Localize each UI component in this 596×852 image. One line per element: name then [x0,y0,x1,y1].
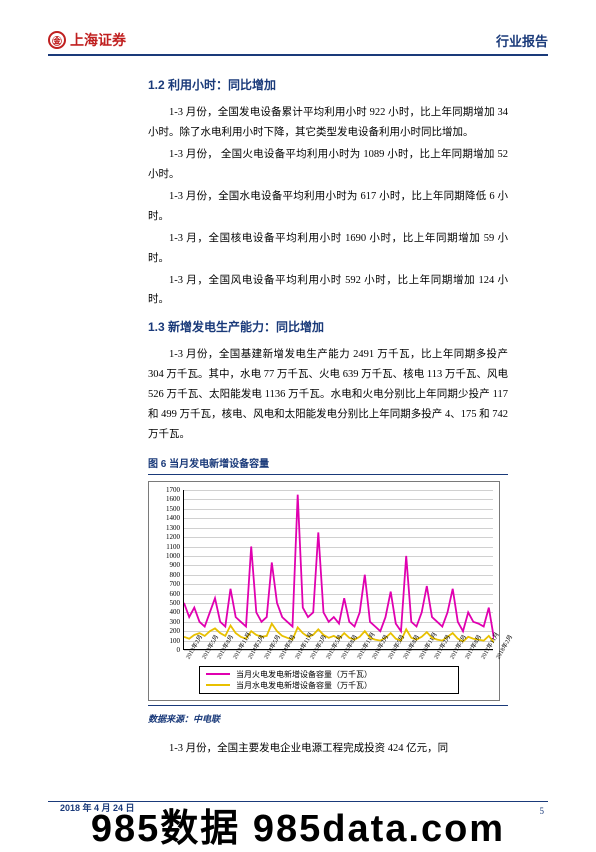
y-tick-label: 1000 [156,552,180,560]
chart-title: 图 6 当月发电新增设备容量 [148,455,508,470]
paragraph: 1-3 月份， 全国火电设备平均利用小时为 1089 小时，比上年同期增加 52… [148,145,508,185]
content-column: 1.2 利用小时：同比增加 1-3 月份，全国发电设备累计平均利用小时 922 … [148,76,508,759]
logo-text: 上海证券 [70,30,126,50]
chart-container: 0100 200300 400500600 700800 90010001100 1200… [148,481,500,701]
y-tick-label: 100 [156,637,180,645]
logo-icon: ㊎ [48,31,66,49]
paragraph: 1-3 月份，全国水电设备平均利用小时为 617 小时，比上年同期降低 6 小时… [148,187,508,227]
legend-label: 当月火电发电新增设备容量（万千瓦） [236,669,372,680]
paragraph: 1-3 月份，全国基建新增发电生产能力 2491 万千瓦，比上年同期多投产 30… [148,345,508,445]
y-tick-label: 200 [156,627,180,635]
y-tick-label: 700 [156,580,180,588]
chart-legend: 当月火电发电新增设备容量（万千瓦） 当月水电发电新增设备容量（万千瓦） [199,666,459,694]
y-tick-label: 1300 [156,524,180,532]
company-logo: ㊎ 上海证券 [48,30,126,50]
y-tick-label: 600 [156,590,180,598]
section-title-2: 1.3 新增发电生产能力：同比增加 [148,318,508,335]
y-tick-label: 1400 [156,514,180,522]
y-tick-label: 400 [156,608,180,616]
y-tick-label: 800 [156,571,180,579]
legend-label: 当月水电发电新增设备容量（万千瓦） [236,680,372,691]
chart-source: 数据来源：中电联 [148,712,508,725]
y-tick-label: 1500 [156,505,180,513]
y-tick-label: 900 [156,561,180,569]
watermark: 985数据 985data.com [0,797,596,852]
paragraph: 1-3 月，全国风电设备平均利用小时 592 小时，比上年同期增加 124 小时… [148,271,508,311]
paragraph: 1-3 月份，全国发电设备累计平均利用小时 922 小时，比上年同期增加 34 … [148,103,508,143]
legend-item: 当月火电发电新增设备容量（万千瓦） [206,669,452,680]
y-tick-label: 0 [156,646,180,654]
paragraph: 1-3 月，全国核电设备平均利用小时 1690 小时，比上年同期增加 59 小时… [148,229,508,269]
legend-swatch [206,684,230,686]
paragraph: 1-3 月份，全国主要发电企业电源工程完成投资 424 亿元，同 [148,739,508,759]
y-tick-label: 1600 [156,495,180,503]
y-tick-label: 500 [156,599,180,607]
y-tick-label: 1700 [156,486,180,494]
report-type: 行业报告 [496,31,548,50]
y-tick-label: 300 [156,618,180,626]
chart-rule-bottom [148,705,508,706]
y-tick-label: 1200 [156,533,180,541]
header-rule [48,54,548,56]
chart-rule-top [148,474,508,475]
y-tick-label: 1100 [156,543,180,551]
legend-item: 当月水电发电新增设备容量（万千瓦） [206,680,452,691]
section-title-1: 1.2 利用小时：同比增加 [148,76,508,93]
chart-plot-area: 0100200300400500600700800900100011001200… [183,490,493,650]
page: ㊎ 上海证券 行业报告 1.2 利用小时：同比增加 1-3 月份，全国发电设备累… [0,0,596,842]
legend-swatch [206,673,230,675]
page-header: ㊎ 上海证券 行业报告 [48,30,548,50]
